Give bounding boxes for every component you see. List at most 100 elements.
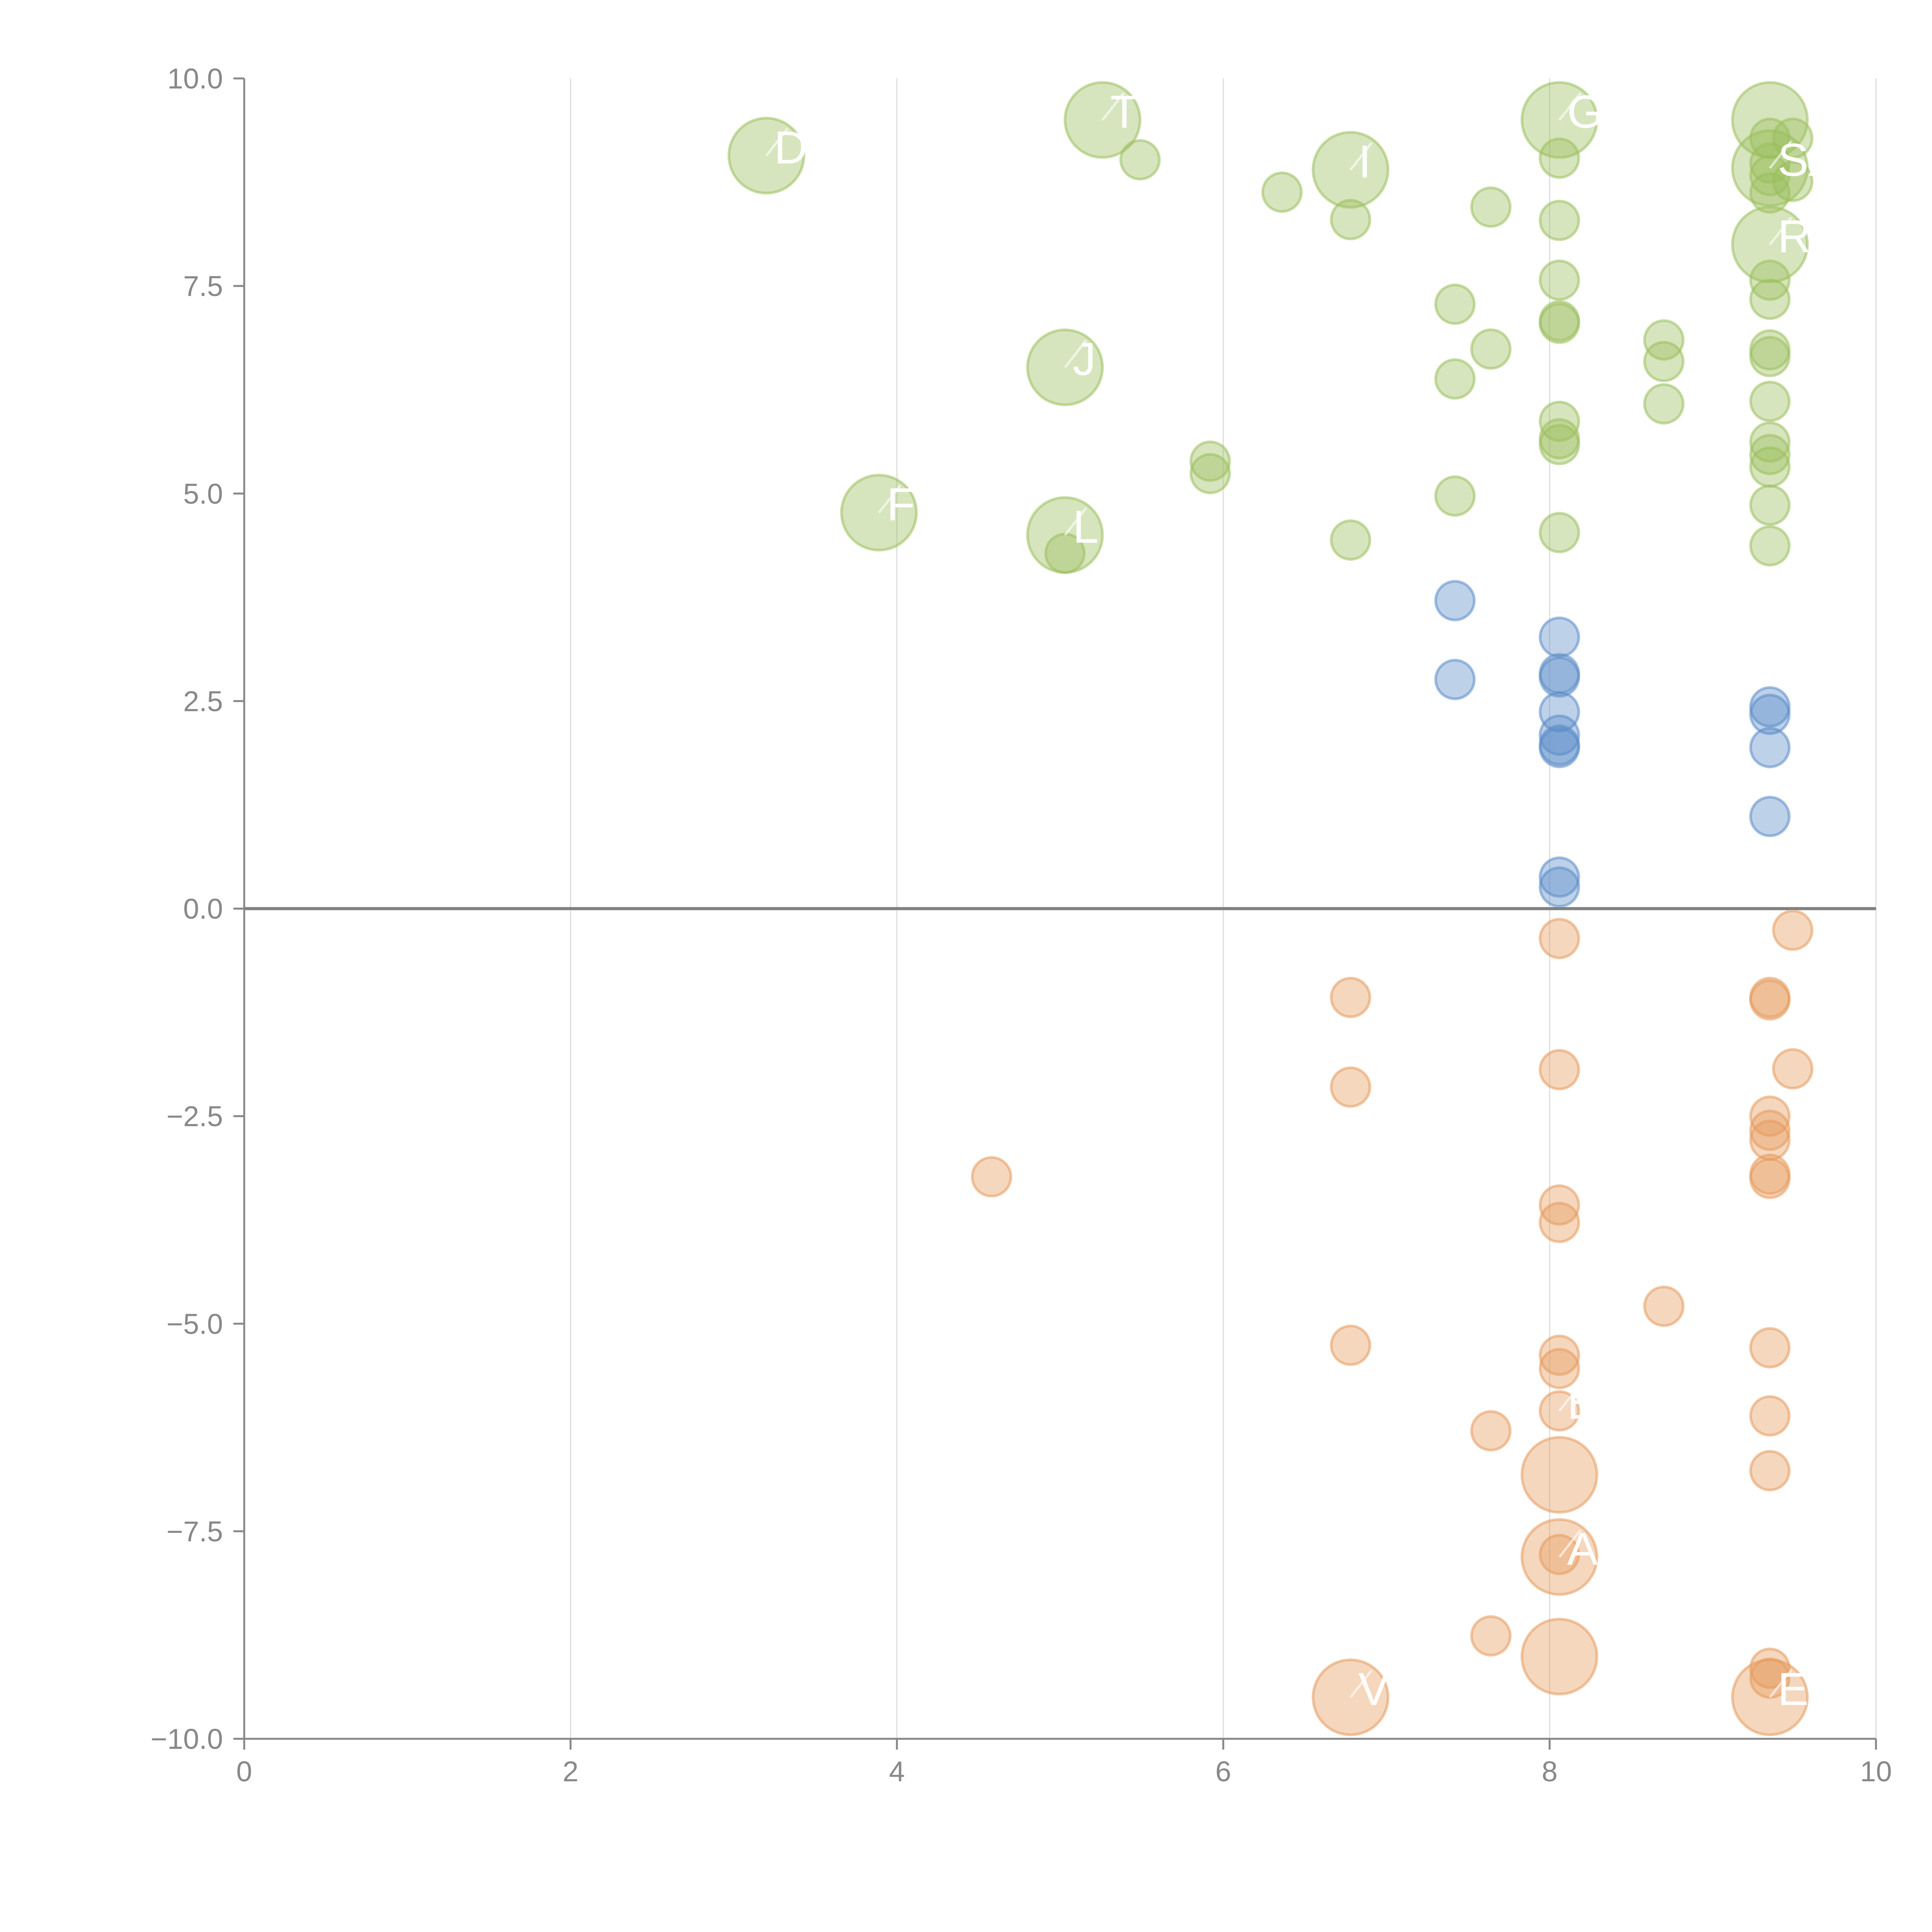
label-leader-line: [1349, 142, 1373, 171]
bubble-green: [1772, 160, 1814, 202]
bubble-blue: [1539, 616, 1580, 658]
y-tick-label: −2.5: [167, 1100, 223, 1133]
label-leader-line: [1558, 1383, 1582, 1412]
bubble-orange: [1643, 1286, 1685, 1327]
y-tick-label: −5.0: [167, 1308, 223, 1340]
bubble-green: [1643, 383, 1685, 425]
bubble-label: AY: [1567, 1523, 1626, 1575]
label-leader-line: [1064, 507, 1087, 536]
bubble-orange: [971, 1156, 1012, 1197]
bubble-blue: [1749, 694, 1791, 735]
bubble-orange: [1772, 1048, 1814, 1090]
bubble-orange: [1749, 1395, 1791, 1437]
bubble-orange: [1539, 1049, 1580, 1090]
bubble-blue: [1434, 580, 1476, 621]
bubble-label: V: [1358, 1663, 1389, 1715]
x-tick-label: 4: [889, 1755, 905, 1787]
y-tick-label: 5.0: [183, 478, 223, 510]
x-tick-label: 10: [1860, 1755, 1892, 1787]
label-leader-line: [1769, 1669, 1792, 1698]
bubble-green: [1330, 199, 1371, 240]
bubble-green: [1539, 423, 1580, 465]
bubble-orange: [1749, 1158, 1791, 1199]
bubble-orange: [1749, 1327, 1791, 1369]
bubble-green: [1434, 475, 1476, 517]
bubble-orange: [1749, 1647, 1791, 1689]
bubble-orange: [1330, 1325, 1371, 1366]
bubble-green: [1539, 400, 1580, 442]
label-leader-line: [1064, 339, 1087, 368]
bubble-green: [1539, 137, 1580, 179]
bubble-green: [1539, 259, 1580, 301]
bubble-orange: [1520, 1617, 1599, 1696]
bubble-green: [1119, 139, 1161, 181]
bubble-blue: [1539, 866, 1580, 908]
bubble-label: F: [887, 479, 915, 531]
bubble-blue: [1539, 727, 1580, 769]
bubble-green: [1434, 358, 1476, 400]
bubble-label: R: [1778, 211, 1811, 262]
label-leader-line: [1769, 140, 1792, 169]
bubble-green: [1470, 186, 1512, 228]
bubble-label: J: [1073, 333, 1096, 385]
bubble-blue: [1539, 856, 1580, 898]
bubble-blue: [1434, 659, 1476, 701]
bubble-green: [1539, 303, 1580, 344]
y-tick-label: −7.5: [167, 1515, 223, 1548]
label-leader-line: [1558, 92, 1582, 121]
bubble-blue: [1749, 727, 1791, 769]
bubbles: [727, 81, 1814, 1736]
bubble-orange: [1749, 1109, 1791, 1151]
bubble-orange: [1772, 909, 1814, 951]
bubble-orange: [1470, 1410, 1512, 1452]
bubble-orange: [1749, 1095, 1791, 1137]
bubble-green: [1539, 512, 1580, 553]
y-tick-label: 7.5: [183, 270, 223, 302]
bubble-green: [1749, 446, 1791, 488]
bubble-orange: [1470, 1615, 1512, 1657]
y-tick-label: 2.5: [183, 685, 223, 717]
bubble-green: [1189, 440, 1231, 482]
label-leader-line: [765, 128, 789, 156]
bubble-label: T: [1110, 86, 1138, 138]
bubble-label: SA: [1778, 134, 1840, 186]
bubble-green: [1643, 341, 1685, 383]
bubble-label: L: [1073, 501, 1099, 553]
label-leader-line: [1769, 216, 1792, 245]
bubble-orange: [1539, 918, 1580, 959]
bubble-green: [1749, 279, 1791, 320]
label-leader-line: [1349, 1669, 1373, 1698]
bubble-orange: [1520, 1436, 1599, 1514]
bubble-green: [1434, 283, 1476, 325]
label-leader-line: [1558, 1529, 1582, 1558]
bubble-orange: [1539, 1202, 1580, 1243]
bubble-green: [1749, 434, 1791, 475]
bubble-orange: [1749, 979, 1791, 1021]
y-tick-label: −10.0: [151, 1723, 223, 1755]
bubble-green: [1470, 328, 1512, 370]
bubble-orange: [1330, 976, 1371, 1018]
x-tick-label: 0: [236, 1755, 252, 1787]
bubble-green: [1539, 199, 1580, 241]
bubble-orange: [1539, 1348, 1580, 1389]
bubble-green: [1749, 381, 1791, 422]
bubble-green: [1643, 319, 1685, 361]
bubble-green: [1189, 453, 1231, 495]
bubble-label: ETM: [1778, 1663, 1876, 1715]
bubble-green: [1749, 525, 1791, 567]
bubble-blue: [1539, 691, 1580, 733]
x-axis-ticks: 0 2 4 6 8 10: [236, 1739, 1892, 1787]
bubble-orange: [1330, 1066, 1371, 1108]
bubble-label: GI: [1567, 86, 1616, 138]
y-axis-ticks: 10.0 7.5 5.0 2.5 0.0 −2.5 −5.0 −7.5 −10.0: [151, 63, 244, 1755]
y-tick-label: 0.0: [183, 893, 223, 925]
x-tick-label: 6: [1215, 1755, 1231, 1787]
bubble-orange: [1539, 1334, 1580, 1376]
y-tick-label: 10.0: [167, 63, 223, 95]
bubble-green: [1749, 172, 1791, 214]
bubble-label: D: [774, 122, 808, 173]
x-tick-label: 8: [1542, 1755, 1558, 1787]
bubble-green: [1749, 484, 1791, 526]
bubble-blue: [1539, 656, 1580, 698]
